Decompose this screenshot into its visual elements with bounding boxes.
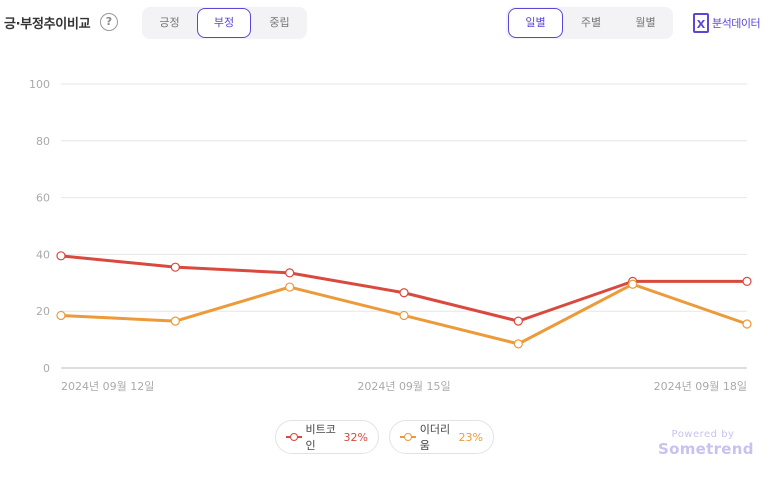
data-point <box>742 276 752 286</box>
data-point <box>285 282 295 292</box>
sentiment-toggle: 긍정 부정 중립 <box>142 7 307 39</box>
data-point <box>513 339 523 349</box>
period-toggle: 일별 주별 월별 <box>506 7 673 39</box>
export-label: 분석데이터 <box>712 17 761 30</box>
data-point <box>170 316 180 326</box>
tab-positive[interactable]: 긍정 <box>159 16 180 29</box>
legend-label: 비트코인 <box>305 423 336 452</box>
y-tick-label: 80 <box>36 135 50 148</box>
y-tick-label: 60 <box>36 192 50 205</box>
tab-monthly[interactable]: 월별 <box>635 16 656 29</box>
data-point <box>285 268 295 278</box>
legend-item-ethereum[interactable]: 이더리움 23% <box>389 420 494 454</box>
excel-icon: X <box>693 13 709 33</box>
data-point <box>399 310 409 321</box>
y-tick-label: 100 <box>29 78 50 91</box>
legend-item-bitcoin[interactable]: 비트코인 32% <box>275 420 379 454</box>
data-point <box>399 288 409 298</box>
brand-name: Sometrend <box>658 440 754 458</box>
tab-neutral[interactable]: 중립 <box>269 16 290 29</box>
export-data-button[interactable]: X 분석데이터 <box>693 11 761 35</box>
x-tick-label: 2024년 09월 18일 <box>654 379 747 393</box>
powered-by-logo: Powered by Sometrend <box>658 429 754 458</box>
tab-weekly[interactable]: 주별 <box>580 16 602 29</box>
powered-by-text: Powered by <box>671 429 735 440</box>
data-point <box>742 319 752 329</box>
x-tick-label: 2024년 09월 15일 <box>357 379 450 393</box>
help-icon[interactable]: ? <box>100 13 118 31</box>
data-point <box>628 279 638 289</box>
x-tick-label: 2024년 09월 12일 <box>61 379 154 393</box>
data-point <box>56 251 66 261</box>
page-title: 긍·부정추이비교 <box>4 17 91 32</box>
y-tick-label: 40 <box>36 248 50 261</box>
legend-percent: 32% <box>343 430 368 444</box>
y-tick-label: 20 <box>36 305 50 318</box>
data-point <box>170 262 180 272</box>
data-point <box>56 310 66 321</box>
legend-label: 이더리움 <box>419 423 451 452</box>
legend-percent: 23% <box>458 430 483 444</box>
tab-negative[interactable]: 부정 <box>197 8 251 38</box>
tab-daily[interactable]: 일별 <box>508 8 563 38</box>
y-tick-label: 0 <box>43 362 50 375</box>
data-point <box>513 316 523 326</box>
legend-marker-bitcoin <box>286 432 302 442</box>
line-chart: 0 20 40 60 80 100 2024년 09월 12일 2024년 09월 15일 20… <box>29 78 752 393</box>
legend-marker-ethereum <box>400 432 416 442</box>
